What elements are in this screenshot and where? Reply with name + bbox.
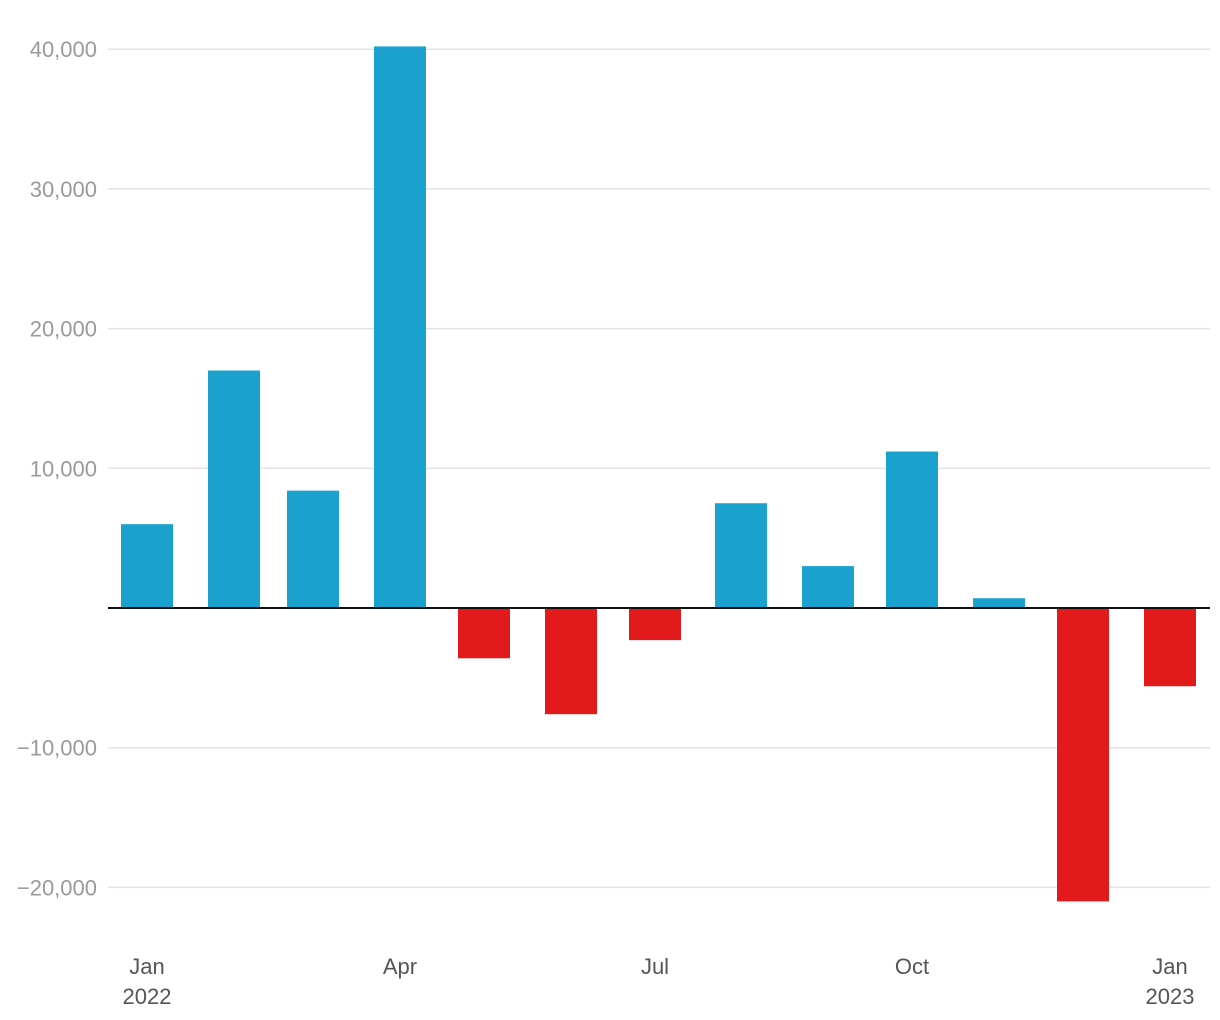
bar-oct-2022 xyxy=(886,451,938,608)
bar-jan-2023 xyxy=(1144,608,1196,687)
y-tick-label: −10,000 xyxy=(17,736,97,761)
y-tick-label: 30,000 xyxy=(30,177,97,202)
x-tick-label: Oct xyxy=(895,954,929,979)
bars xyxy=(121,46,1196,902)
x-axis-tick-labels: Jan 2022 Apr Jul Oct Jan 2023 xyxy=(123,954,1195,1009)
x-tick-label: Apr xyxy=(383,954,417,979)
bar-jan-2022 xyxy=(121,524,173,608)
bar-feb-2022 xyxy=(208,370,260,608)
x-tick-label: Jan xyxy=(129,954,164,979)
y-tick-label: 20,000 xyxy=(30,317,97,342)
bar-mar-2022 xyxy=(287,490,339,608)
y-tick-label: 40,000 xyxy=(30,37,97,62)
x-tick-label: Jan xyxy=(1152,954,1187,979)
bar-sep-2022 xyxy=(802,566,854,608)
bar-jul-2022 xyxy=(629,608,681,641)
x-tick-year-label: 2023 xyxy=(1146,984,1195,1009)
x-tick-label: Jul xyxy=(641,954,669,979)
bar-apr-2022 xyxy=(374,46,426,608)
y-axis-tick-labels: 40,000 30,000 20,000 10,000 −10,000 −20,000 xyxy=(17,37,97,900)
bar-jun-2022 xyxy=(545,608,597,715)
bar-dec-2022 xyxy=(1057,608,1109,902)
bar-aug-2022 xyxy=(715,503,767,608)
gridlines xyxy=(108,48,1210,889)
y-tick-label: −20,000 xyxy=(17,875,97,900)
bar-nov-2022 xyxy=(973,598,1025,608)
bar-may-2022 xyxy=(458,608,510,659)
y-tick-label: 10,000 xyxy=(30,456,97,481)
x-tick-year-label: 2022 xyxy=(123,984,172,1009)
